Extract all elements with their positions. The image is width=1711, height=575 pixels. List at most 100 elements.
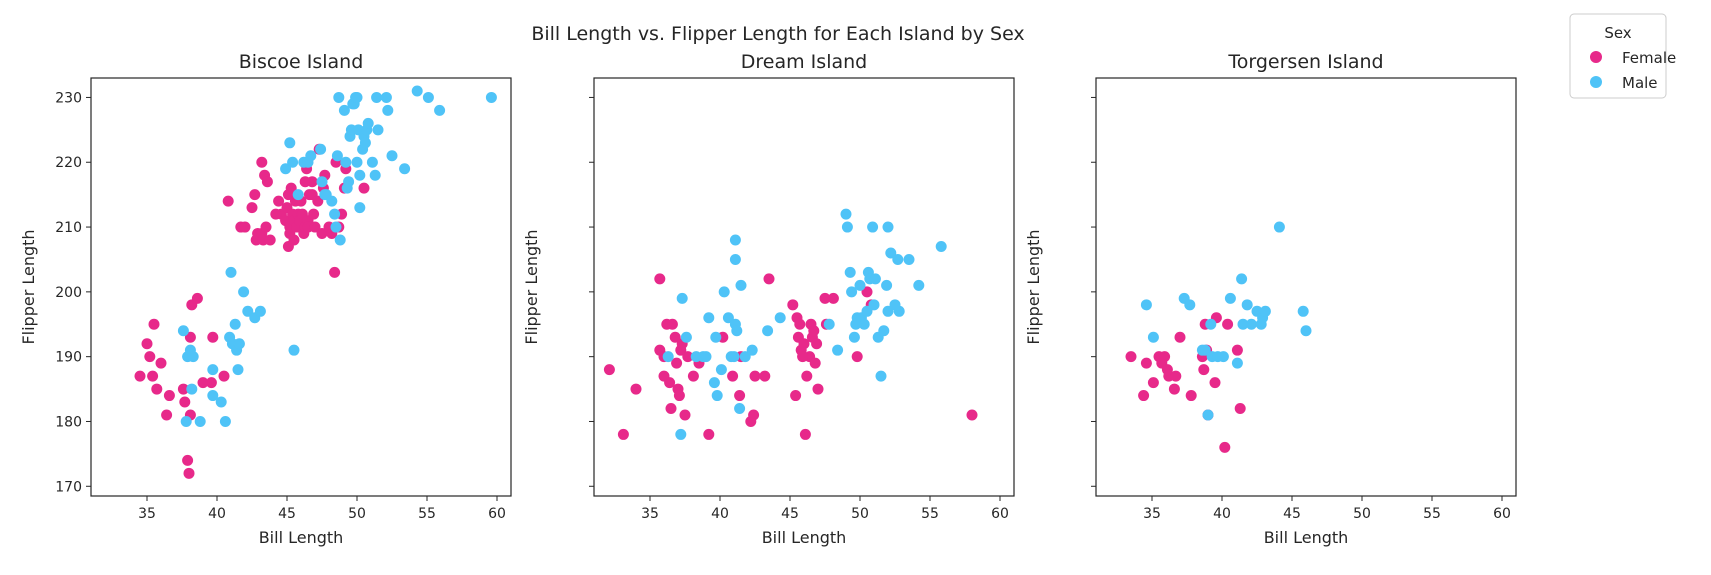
data-point-male — [861, 305, 873, 317]
data-point-male — [194, 415, 206, 427]
x-tick-label: 45 — [278, 506, 296, 522]
data-point-male — [232, 364, 244, 376]
y-axis-label: Flipper Length — [1024, 229, 1043, 344]
x-tick-label: 60 — [991, 506, 1009, 522]
legend-marker-female — [1590, 51, 1602, 63]
data-point-female — [851, 351, 863, 363]
data-point-male — [722, 312, 734, 324]
data-point-female — [617, 428, 629, 440]
data-point-male — [371, 91, 383, 103]
x-tick-label: 40 — [208, 506, 226, 522]
data-point-male — [399, 163, 411, 175]
data-point-male — [233, 338, 245, 350]
series-female — [1125, 312, 1246, 453]
data-point-female — [306, 176, 318, 188]
data-point-male — [434, 104, 446, 116]
x-tick-label: 35 — [1143, 506, 1161, 522]
data-point-male — [844, 266, 856, 278]
data-point-male — [280, 163, 292, 175]
data-point-male — [1273, 221, 1285, 233]
data-point-female — [191, 292, 203, 304]
data-point-female — [1222, 318, 1234, 330]
data-point-female — [749, 370, 761, 382]
data-point-male — [316, 176, 328, 188]
data-point-female — [734, 390, 746, 402]
data-point-male — [867, 221, 879, 233]
data-point-female — [177, 383, 189, 395]
data-point-female — [308, 208, 320, 220]
figure-title: Bill Length vs. Flipper Length for Each … — [531, 23, 1024, 45]
data-point-female — [239, 221, 251, 233]
data-point-male — [881, 279, 893, 291]
data-point-female — [183, 467, 195, 479]
data-point-female — [264, 234, 276, 246]
data-point-male — [832, 344, 844, 356]
data-point-female — [665, 403, 677, 415]
x-tick-label: 35 — [138, 506, 156, 522]
data-point-male — [1205, 318, 1217, 330]
x-tick-label: 45 — [1283, 506, 1301, 522]
data-point-male — [903, 253, 915, 265]
data-point-male — [1231, 357, 1243, 369]
data-point-female — [161, 409, 173, 421]
data-point-male — [215, 396, 227, 408]
data-point-female — [664, 377, 676, 389]
data-point-female — [811, 338, 823, 350]
data-point-male — [485, 91, 497, 103]
data-point-female — [1161, 364, 1173, 376]
data-point-male — [718, 286, 730, 298]
data-point-male — [708, 377, 720, 389]
data-point-male — [1140, 299, 1152, 311]
data-point-female — [673, 390, 685, 402]
data-point-male — [1147, 331, 1159, 343]
panel-1: Biscoe Island 35 40 45 50 55 60 170 180 190 200 210… — [19, 51, 512, 547]
data-point-male — [729, 253, 741, 265]
data-point-female — [1147, 377, 1159, 389]
series-female — [603, 273, 978, 440]
y-tick-label: 180 — [55, 414, 82, 430]
data-point-male — [1202, 409, 1214, 421]
data-point-female — [703, 428, 715, 440]
data-point-female — [1159, 351, 1171, 363]
y-tick-label: 170 — [55, 479, 82, 495]
data-point-female — [256, 156, 268, 168]
panel-title: Biscoe Island — [239, 51, 364, 73]
data-point-male — [710, 331, 722, 343]
data-point-female — [798, 338, 810, 350]
data-point-female — [182, 454, 194, 466]
data-point-male — [334, 234, 346, 246]
panel-title: Dream Island — [741, 51, 867, 73]
x-tick-label: 55 — [921, 506, 939, 522]
y-tick-label: 210 — [55, 220, 82, 236]
data-point-female — [260, 221, 272, 233]
data-point-female — [249, 189, 261, 201]
legend-label-male: Male — [1622, 74, 1658, 92]
data-point-female — [794, 318, 806, 330]
data-point-male — [935, 240, 947, 252]
data-point-female — [787, 299, 799, 311]
data-point-female — [155, 357, 167, 369]
x-axis-label: Bill Length — [762, 528, 847, 547]
data-point-male — [319, 189, 331, 201]
data-point-male — [703, 312, 715, 324]
data-point-female — [671, 357, 683, 369]
x-tick-label: 40 — [711, 506, 729, 522]
x-tick-label: 45 — [781, 506, 799, 522]
data-point-female — [218, 370, 230, 382]
data-point-male — [700, 351, 712, 363]
data-point-female — [808, 325, 820, 337]
data-point-male — [219, 415, 231, 427]
data-point-female — [1209, 377, 1221, 389]
data-point-male — [1237, 318, 1249, 330]
data-point-male — [177, 325, 189, 337]
data-point-female — [316, 228, 328, 240]
data-point-female — [246, 202, 258, 214]
data-point-male — [254, 305, 266, 317]
data-point-female — [819, 292, 831, 304]
panel-3: Torgersen Island 35 40 45 50 55 60 Bill Length F… — [1024, 51, 1517, 547]
data-point-female — [329, 266, 341, 278]
y-tick-label: 190 — [55, 350, 82, 366]
data-point-female — [827, 292, 839, 304]
data-point-female — [801, 370, 813, 382]
data-point-female — [309, 221, 321, 233]
